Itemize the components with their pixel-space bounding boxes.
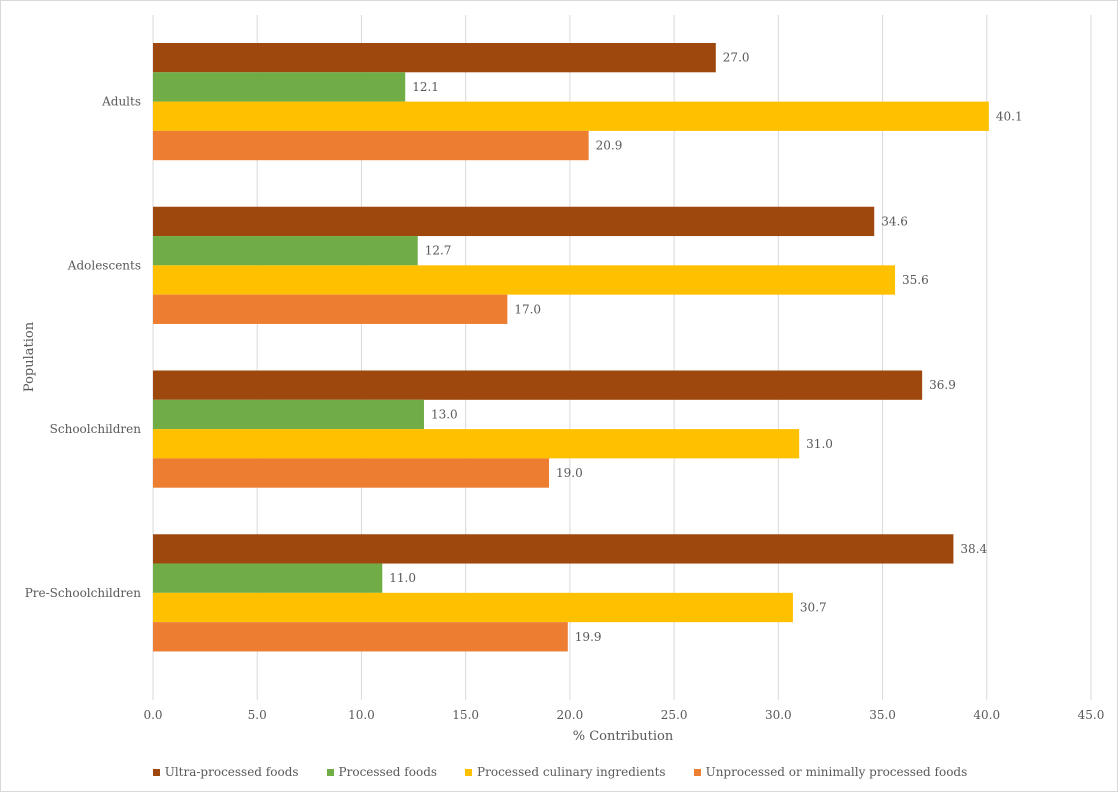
bar: [153, 206, 875, 237]
data-label: 12.1: [412, 80, 439, 94]
data-label: 38.4: [960, 542, 987, 556]
legend-item: Unprocessed or minimally processed foods: [693, 765, 968, 779]
legend-item: Processed foods: [326, 765, 438, 779]
x-tick-label: 25.0: [661, 708, 688, 722]
legend-item: Processed culinary ingredients: [465, 765, 666, 779]
data-label: 35.6: [902, 273, 929, 287]
y-tick-label: Schoolchildren: [50, 422, 142, 436]
x-tick-label: 30.0: [765, 708, 792, 722]
bar: [153, 622, 568, 652]
data-label: 34.6: [881, 214, 908, 228]
data-label: 40.1: [996, 109, 1023, 123]
bar: [153, 294, 508, 324]
x-tick-label: 40.0: [973, 708, 1000, 722]
bar: [153, 458, 550, 488]
x-tick-label: 0.0: [143, 708, 162, 722]
legend-label: Ultra-processed foods: [164, 765, 299, 779]
bar: [153, 429, 800, 459]
y-tick-label: Adolescents: [67, 258, 141, 272]
bar: [153, 534, 954, 564]
data-label: 17.0: [514, 302, 541, 316]
bar: [153, 130, 589, 161]
data-label: 11.0: [389, 571, 416, 585]
legend-swatch: [152, 768, 160, 776]
bar: [153, 72, 406, 102]
legend-swatch: [326, 768, 334, 776]
legend-swatch: [693, 768, 701, 776]
legend: Ultra-processed foods Processed foods Proc…: [1, 765, 1118, 779]
bar: [153, 592, 793, 623]
bar: [153, 101, 989, 131]
legend-label: Processed foods: [338, 765, 438, 779]
data-label: 19.9: [575, 630, 602, 644]
data-label: 36.9: [929, 378, 956, 392]
x-axis-ticks: 0.0 5.0 10.0 15.0 20.0 25.0 30.0 35.0 40.0 45.0: [143, 708, 1104, 722]
x-tick-label: 35.0: [869, 708, 896, 722]
y-tick-label: Pre-Schoolchildren: [25, 586, 142, 600]
y-axis-ticks: Adults Adolescents Schoolchildren Pre-Schoo…: [25, 95, 142, 600]
x-tick-label: 45.0: [1078, 708, 1105, 722]
legend-label: Processed culinary ingredients: [477, 765, 666, 779]
data-label: 30.7: [800, 601, 827, 615]
bar-chart: 27.0 12.1 40.1 20.9 34.6 12.7 35.6 17.0 36.9 13.0…: [22, 15, 1104, 744]
data-label: 27.0: [723, 51, 750, 65]
bar: [153, 399, 424, 430]
data-labels: 27.0 12.1 40.1 20.9 34.6 12.7 35.6 17.0 36.9 13.0…: [389, 51, 1022, 644]
data-label: 12.7: [425, 244, 452, 258]
data-label: 20.9: [596, 139, 623, 153]
x-tick-label: 10.0: [348, 708, 375, 722]
bar: [153, 43, 716, 73]
data-label: 13.0: [431, 407, 458, 421]
bar: [153, 370, 923, 400]
y-axis-title: Population: [22, 321, 37, 392]
bar: [153, 265, 896, 295]
x-tick-label: 5.0: [248, 708, 267, 722]
legend-swatch: [465, 768, 473, 776]
data-label: 19.0: [556, 466, 583, 480]
bar: [153, 563, 383, 593]
bars: [153, 43, 989, 652]
x-tick-label: 15.0: [452, 708, 479, 722]
legend-label: Unprocessed or minimally processed foods: [705, 765, 968, 779]
x-axis-title: % Contribution: [573, 729, 674, 744]
x-tick-label: 20.0: [557, 708, 584, 722]
bar: [153, 236, 418, 266]
y-tick-label: Adults: [101, 95, 141, 109]
legend-item: Ultra-processed foods: [152, 765, 299, 779]
data-label: 31.0: [806, 437, 833, 451]
